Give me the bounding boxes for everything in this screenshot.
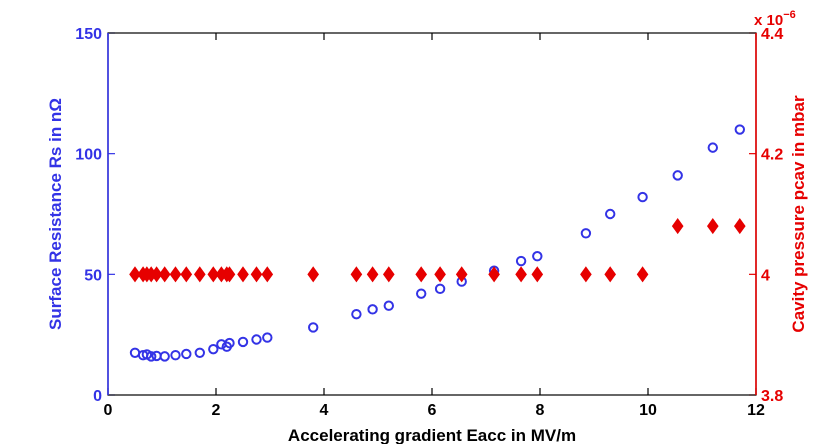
right-axis-multiplier-exponent: −6 — [783, 9, 796, 21]
right-y-tick-label: 3.8 — [761, 388, 783, 405]
rs-data-point — [146, 351, 157, 362]
rs-data-point — [181, 348, 192, 360]
pcav-data-point — [250, 266, 263, 283]
rs-data-point — [383, 300, 394, 311]
rs-data-point — [734, 124, 745, 135]
left-y-tick-label: 100 — [75, 147, 102, 164]
rs-data-point — [637, 191, 648, 203]
x-tick-label: 6 — [428, 402, 437, 419]
pcav-data-point — [193, 266, 206, 283]
right-axis-multiplier: x 10−6 — [754, 9, 796, 29]
pcav-data-point — [415, 266, 428, 283]
pcav-data-point — [515, 266, 527, 283]
x-tick-label: 8 — [536, 402, 545, 419]
rs-data-point — [351, 308, 362, 320]
left-y-tick-label: 0 — [93, 388, 102, 405]
rs-data-point — [434, 283, 446, 295]
pcav-data-point — [580, 266, 592, 283]
pcav-data-point — [366, 266, 379, 283]
rs-data-point — [515, 255, 527, 267]
rs-data-point — [194, 347, 206, 358]
pcav-data-point — [223, 266, 236, 283]
pcav-data-point — [382, 266, 395, 283]
pcav-data-point — [531, 266, 544, 283]
left-y-tick-label: 150 — [75, 26, 102, 43]
rs-data-point — [416, 288, 427, 299]
plot-area — [108, 33, 756, 395]
x-tick-label: 4 — [320, 402, 329, 419]
pcav-data-point — [455, 266, 468, 283]
pcav-data-point — [671, 218, 684, 235]
rs-data-point — [237, 336, 249, 348]
left-y-axis-label: Surface Resistance Rs in nΩ — [46, 98, 65, 330]
pcav-data-point — [733, 218, 746, 235]
x-tick-label: 2 — [212, 402, 221, 419]
pcav-data-point — [307, 266, 320, 283]
pcav-data-point — [434, 266, 446, 283]
rs-data-point — [707, 142, 718, 153]
right-y-tick-label: 4.4 — [761, 26, 783, 43]
right-y-tick-label: 4.2 — [761, 147, 783, 164]
right-axis-multiplier-base: x 10 — [754, 12, 783, 29]
x-axis-label: Accelerating gradient Eacc in MV/m — [288, 426, 576, 444]
pcav-data-point — [169, 266, 182, 283]
pcav-data-point — [706, 218, 719, 235]
rs-data-point — [308, 322, 319, 333]
x-tick-label: 10 — [639, 402, 657, 419]
pcav-data-point — [129, 266, 141, 283]
right-y-axis-label: Cavity pressure pcav in mbar — [789, 95, 808, 333]
x-tick-label: 0 — [104, 402, 113, 419]
pcav-data-point — [604, 266, 617, 283]
rs-data-point — [159, 351, 170, 362]
pcav-data-point — [158, 266, 171, 283]
right-y-tick-label: 4 — [761, 267, 770, 284]
rs-data-point — [224, 337, 235, 349]
ticks-layer: 0 2 4 6 8 10 12 0 50 100 150 3.8 4 4.2 4.4 — [75, 26, 783, 419]
rs-data-point — [251, 334, 262, 345]
rs-data-point — [367, 304, 378, 315]
points-layer — [129, 124, 746, 362]
pcav-data-point — [636, 266, 649, 283]
pcav-data-point — [207, 266, 220, 283]
pcav-data-point — [350, 266, 363, 283]
rs-data-point — [605, 208, 616, 220]
pcav-data-point — [488, 266, 500, 283]
pcav-data-point — [180, 266, 193, 283]
rs-data-point — [532, 251, 543, 262]
rs-data-point — [208, 343, 219, 355]
pcav-data-point — [237, 266, 249, 283]
left-y-tick-label: 50 — [84, 267, 102, 284]
x-tick-label: 12 — [747, 402, 765, 419]
pcav-data-point — [261, 266, 274, 283]
rs-data-point — [672, 170, 683, 181]
rs-data-point — [262, 332, 273, 343]
rs-data-point — [580, 228, 592, 239]
pcav-data-point — [150, 266, 163, 283]
rs-data-point — [170, 349, 181, 361]
